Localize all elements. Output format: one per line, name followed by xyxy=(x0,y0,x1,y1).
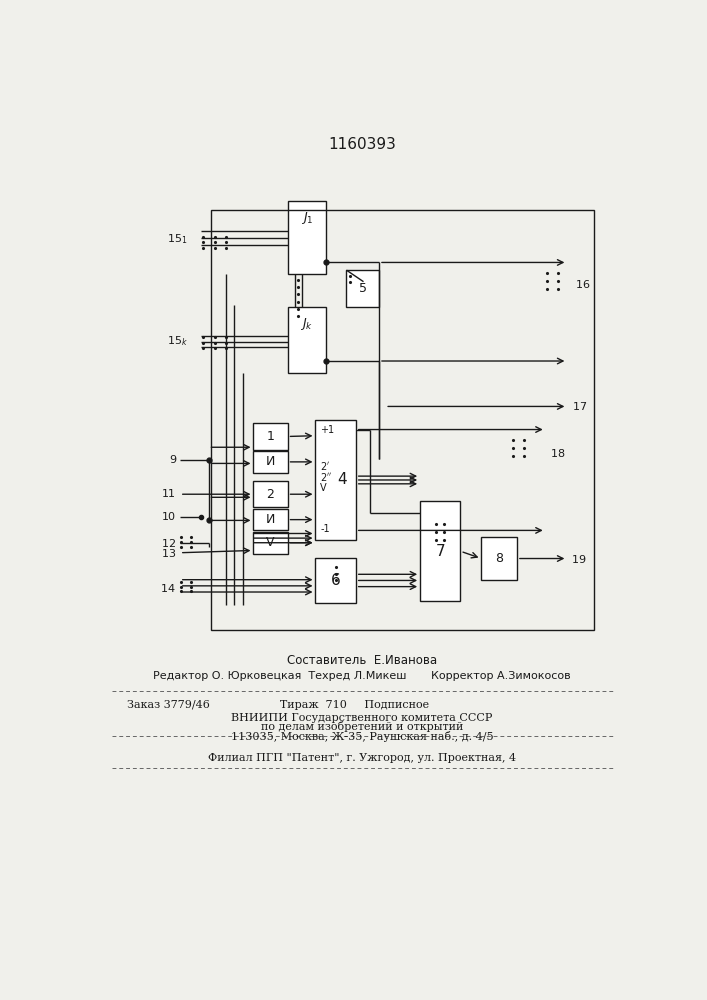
Text: $13$: $13$ xyxy=(160,547,176,559)
Text: V: V xyxy=(267,536,275,549)
Text: ВНИИПИ Государственного комитета СССР: ВНИИПИ Государственного комитета СССР xyxy=(231,713,493,723)
Text: V: V xyxy=(320,483,327,493)
Bar xyxy=(253,509,288,530)
Text: 4: 4 xyxy=(337,472,346,487)
Bar xyxy=(253,481,288,507)
Text: $17$: $17$ xyxy=(572,400,588,412)
Text: по делам изобретений и открытий: по делам изобретений и открытий xyxy=(261,721,463,732)
Text: Составитель  Е.Иванова: Составитель Е.Иванова xyxy=(287,654,437,667)
Text: $2''$: $2''$ xyxy=(320,471,332,483)
Text: -1: -1 xyxy=(320,524,329,534)
Bar xyxy=(253,532,288,554)
Text: $14$: $14$ xyxy=(160,582,176,594)
Text: 5: 5 xyxy=(358,282,367,295)
Bar xyxy=(420,501,460,601)
Bar xyxy=(288,307,325,373)
Text: $16$: $16$ xyxy=(575,278,590,290)
Text: 1160393: 1160393 xyxy=(328,137,396,152)
Text: 9: 9 xyxy=(169,455,176,465)
Text: Редактор О. Юрковецкая  Техред Л.Микеш       Корректор А.Зимокосов: Редактор О. Юрковецкая Техред Л.Микеш Ко… xyxy=(153,671,571,681)
Text: Филиал ПГП "Патент", г. Ужгород, ул. Проектная, 4: Филиал ПГП "Патент", г. Ужгород, ул. Про… xyxy=(208,753,516,763)
Bar xyxy=(315,420,356,540)
Text: 11: 11 xyxy=(162,489,176,499)
Text: $J_k$: $J_k$ xyxy=(300,316,313,332)
Bar xyxy=(346,270,379,307)
Text: 6: 6 xyxy=(331,573,341,588)
Text: $19$: $19$ xyxy=(571,553,587,565)
Bar xyxy=(481,537,517,580)
Text: 8: 8 xyxy=(495,552,503,565)
Text: $2'$: $2'$ xyxy=(320,460,330,472)
Text: $15_k$: $15_k$ xyxy=(167,334,187,348)
Text: И: И xyxy=(266,513,275,526)
Text: $J_1$: $J_1$ xyxy=(300,210,313,226)
Text: И: И xyxy=(266,455,275,468)
Bar xyxy=(288,201,325,274)
Text: 7: 7 xyxy=(436,544,445,559)
Text: $18$: $18$ xyxy=(550,447,566,459)
Text: 2: 2 xyxy=(267,488,274,501)
Text: 113035, Москва, Ж-35, Раушская наб., д. 4/5: 113035, Москва, Ж-35, Раушская наб., д. … xyxy=(230,730,493,742)
Text: Заказ 3779/46                    Тираж  710     Подписное: Заказ 3779/46 Тираж 710 Подписное xyxy=(127,700,429,710)
Text: +1: +1 xyxy=(320,425,334,435)
Text: $12$: $12$ xyxy=(161,537,176,549)
Bar xyxy=(253,423,288,450)
Text: $15_1$: $15_1$ xyxy=(167,232,187,246)
Bar xyxy=(211,210,594,630)
Bar xyxy=(253,451,288,473)
Text: 10: 10 xyxy=(162,512,176,522)
Text: 1: 1 xyxy=(267,430,274,443)
Bar xyxy=(315,558,356,603)
